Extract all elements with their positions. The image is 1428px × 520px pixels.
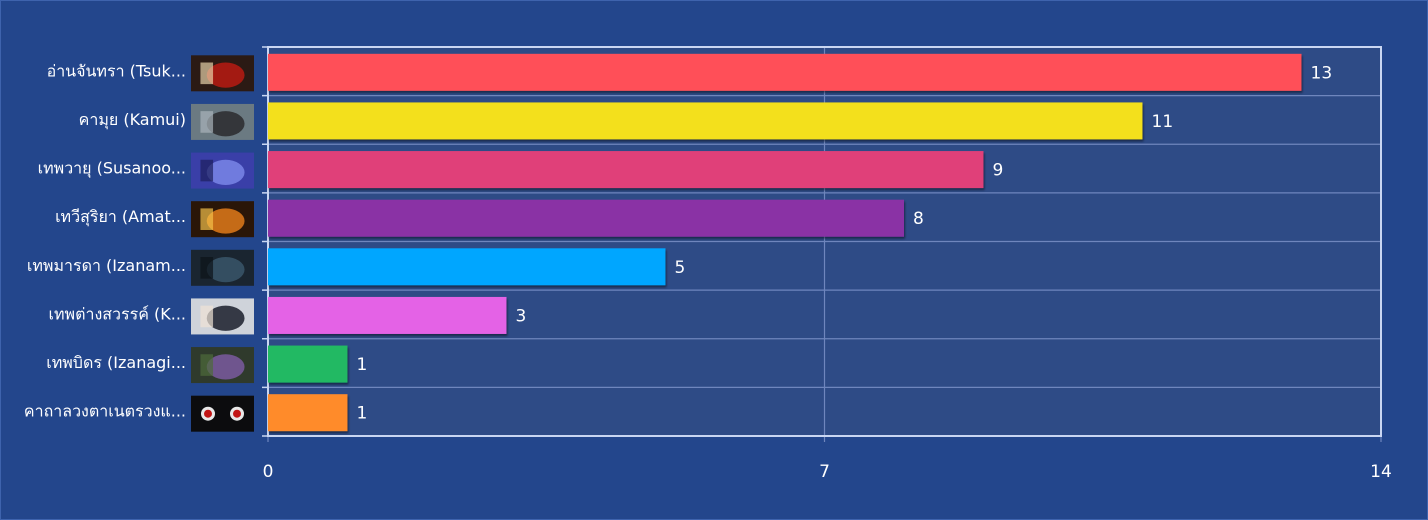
value-label: 13 [1311, 63, 1333, 83]
thumbnail-shape [206, 305, 245, 331]
thumbnail-shape [200, 159, 214, 182]
bar [268, 102, 1143, 140]
thumbnail-shape [206, 257, 245, 283]
value-label: 1 [357, 355, 368, 375]
x-tick-label: 0 [263, 462, 274, 482]
category-labels: อ่านจันทรา (Tsuk... คามุย (Kamui) เทพวายุ … [24, 61, 186, 420]
x-tick-label: 14 [1370, 462, 1392, 482]
thumbnail-shape [200, 111, 214, 133]
bar [268, 394, 348, 432]
thumbnail-shape [200, 62, 214, 85]
bar [268, 151, 984, 189]
category-label: เทพต่างสวรรค์ (K... [49, 304, 186, 323]
category-label: เทพมารดา (Izanam... [27, 256, 186, 275]
thumbnail-shape [200, 208, 214, 230]
thumbnail-shape [206, 159, 245, 185]
value-label: 11 [1152, 112, 1174, 132]
x-axis-ticks: 0 7 14 [263, 462, 1392, 482]
value-label: 3 [516, 306, 527, 326]
thumbnail-bg [191, 395, 254, 432]
sharingan-genjutsu-thumbnail-icon [191, 395, 254, 432]
kamui-thumbnail-icon [191, 103, 254, 140]
thumbnails [191, 55, 254, 432]
bar [268, 345, 348, 383]
thumbnail-shape [206, 208, 245, 234]
thumbnail-shape [200, 305, 214, 328]
tsukuyomi-thumbnail-icon [191, 55, 254, 92]
category-label: คาถาลวงตาเนตรวงแ... [24, 402, 186, 421]
category-label: เทพวายุ (Susanoo... [38, 159, 186, 179]
bar [268, 248, 666, 286]
category-label: คามุย (Kamui) [79, 110, 186, 130]
bar [268, 296, 507, 334]
susanoo-thumbnail-icon [191, 152, 254, 189]
value-label: 5 [675, 258, 686, 278]
eye-iris [233, 409, 241, 418]
thumbnail-shape [200, 257, 214, 279]
amaterasu-thumbnail-icon [191, 201, 254, 238]
x-tick-label: 7 [819, 462, 830, 482]
value-label: 9 [993, 161, 1004, 181]
izanagi-thumbnail-icon [191, 347, 254, 384]
izanami-thumbnail-icon [191, 249, 254, 286]
thumbnail-shape [206, 62, 245, 88]
kotoamatsukami-thumbnail-icon [191, 298, 254, 335]
value-label: 1 [357, 404, 368, 424]
bar [268, 53, 1302, 91]
bar [268, 199, 904, 237]
category-label: เทพบิดร (Izanagi... [46, 353, 186, 372]
category-label: เทวีสุริยา (Amat... [55, 207, 186, 227]
thumbnail-shape [206, 111, 245, 137]
value-label: 8 [913, 209, 924, 229]
category-label: อ่านจันทรา (Tsuk... [47, 61, 186, 80]
thumbnail-shape [200, 354, 214, 376]
eye-iris [204, 409, 212, 418]
thumbnail-shape [206, 354, 245, 380]
